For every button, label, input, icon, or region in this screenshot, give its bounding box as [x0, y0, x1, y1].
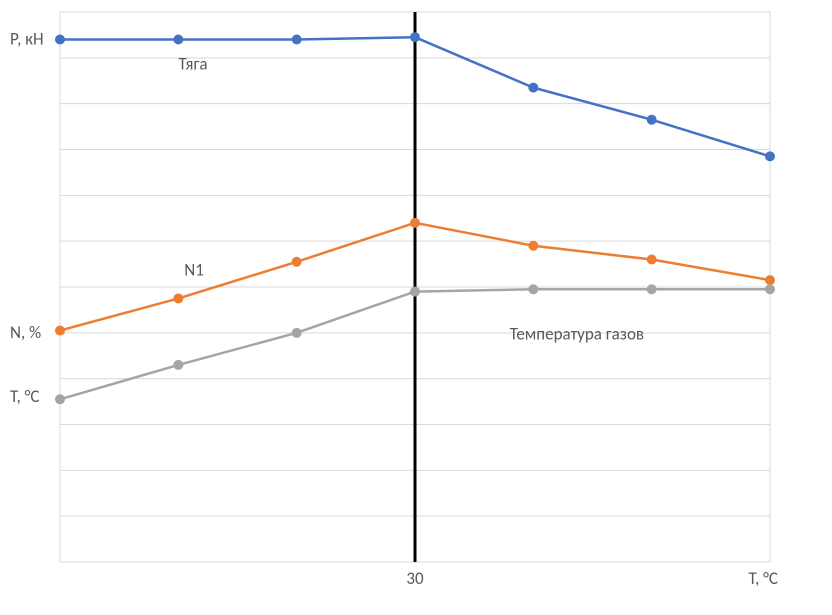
y-axis-label-T: T, °C: [10, 386, 39, 407]
series-marker-n1: [647, 255, 657, 265]
series-marker-thrust: [173, 35, 183, 45]
series-marker-n1: [173, 293, 183, 303]
series-marker-gastemp: [528, 284, 538, 294]
y-axis-label-N: N, %: [10, 322, 41, 343]
series-marker-thrust: [410, 32, 420, 42]
series-marker-thrust: [647, 115, 657, 125]
series-marker-gastemp: [173, 360, 183, 370]
series-marker-gastemp: [292, 328, 302, 338]
engine-params-chart: Тяга N1 Температура газов Р, кН N, % T, °C 30 T…: [0, 0, 832, 615]
series-marker-gastemp: [647, 284, 657, 294]
series-marker-gastemp: [765, 284, 775, 294]
series-label-thrust: Тяга: [178, 53, 207, 74]
series-marker-n1: [55, 326, 65, 336]
x-axis-label: T, °C: [749, 568, 778, 589]
series-marker-thrust: [292, 35, 302, 45]
series-marker-thrust: [528, 83, 538, 93]
series-marker-thrust: [765, 151, 775, 161]
chart-svg: Тяга N1 Температура газов Р, кН N, % T, °C 30 T…: [0, 0, 832, 615]
x-tick-label: 30: [406, 568, 424, 589]
series-marker-n1: [765, 275, 775, 285]
series-marker-n1: [410, 218, 420, 228]
series-marker-gastemp: [55, 394, 65, 404]
series-label-n1: N1: [184, 260, 204, 281]
series-marker-n1: [292, 257, 302, 267]
series-label-gastemp: Температура газов: [510, 324, 644, 345]
series-marker-gastemp: [410, 287, 420, 297]
series-marker-thrust: [55, 35, 65, 45]
y-axis-label-P: Р, кН: [10, 29, 44, 50]
series-marker-n1: [528, 241, 538, 251]
